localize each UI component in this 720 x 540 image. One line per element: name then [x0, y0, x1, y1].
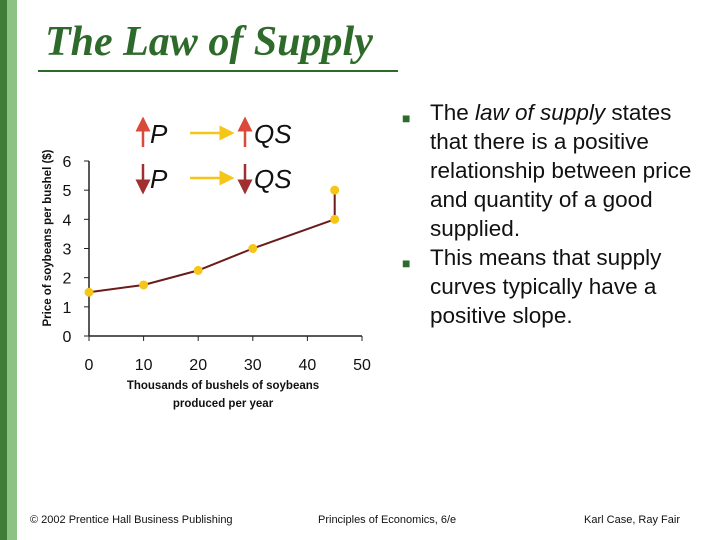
bullet-list: ■ The law of supply states that there is… — [402, 98, 702, 330]
x-tick-label: 40 — [299, 357, 317, 374]
data-point — [248, 244, 258, 253]
x-tick-label: 50 — [353, 357, 371, 374]
quantity-supplied-label: QS — [254, 119, 292, 149]
y-tick-label: 4 — [63, 212, 72, 229]
bullet-positive-slope: ■ This means that supply curves typicall… — [402, 243, 702, 330]
title-underline — [38, 70, 398, 72]
x-tick-label: 0 — [85, 357, 94, 374]
x-axis-label: Thousands of bushels of soybeans — [127, 380, 319, 392]
y-tick-label: 1 — [63, 300, 72, 317]
slide-accent-bar-dark — [0, 0, 7, 540]
price-label: P — [150, 119, 168, 149]
y-tick-label: 5 — [63, 183, 72, 200]
x-tick-label: 30 — [244, 357, 262, 374]
bullet-text-end: states that there is a positive relation… — [430, 100, 692, 241]
data-point — [84, 287, 94, 297]
x-axis-label-line2: produced per year — [173, 398, 274, 410]
x-tick-label: 10 — [135, 357, 153, 374]
slide-title: The Law of Supply — [45, 19, 373, 65]
supply-curve — [88, 190, 336, 294]
y-axis-label: Price of soybeans per bushel ($) — [42, 149, 54, 326]
footer-book-title: Principles of Economics, 6/e — [318, 514, 457, 526]
bullet-text-start: The — [430, 100, 476, 125]
y-tick-label: 2 — [63, 271, 72, 288]
data-point — [330, 185, 340, 195]
bullet-text: This means that supply curves typically … — [430, 245, 662, 328]
footer-copyright: © 2002 Prentice Hall Business Publishing — [30, 514, 233, 526]
bullet-square-icon: ■ — [402, 255, 411, 271]
data-point — [139, 280, 149, 290]
y-tick-label: 6 — [63, 154, 72, 171]
data-point — [193, 265, 203, 275]
footer-authors: Karl Case, Ray Fair — [584, 514, 680, 526]
bullet-law-of-supply: ■ The law of supply states that there is… — [402, 98, 702, 243]
data-point — [330, 214, 340, 224]
slide-accent-bar-light — [7, 0, 17, 540]
bullet-emphasis: law of supply — [475, 100, 606, 125]
x-tick-label: 20 — [189, 357, 207, 374]
y-tick-label: 0 — [63, 329, 72, 346]
bullet-square-icon: ■ — [402, 110, 411, 126]
y-tick-label: 3 — [63, 242, 72, 259]
quantity-supplied-label: QS — [254, 164, 292, 194]
price-label: P — [150, 164, 168, 194]
